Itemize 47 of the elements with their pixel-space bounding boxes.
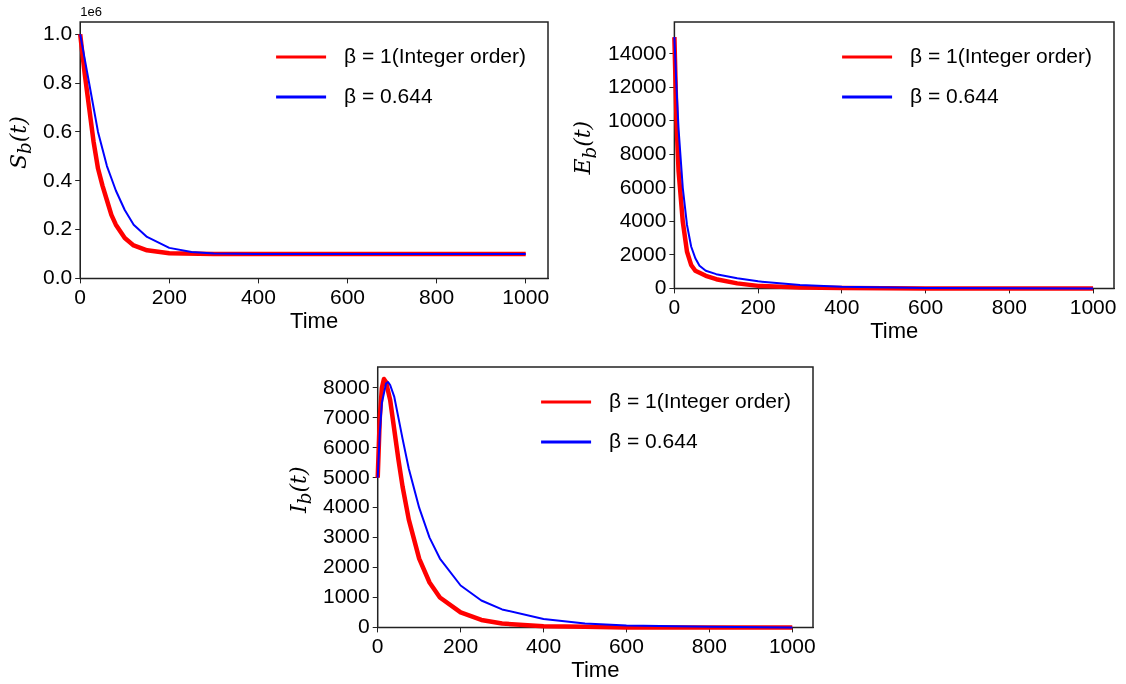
x-tick-label: 800: [991, 294, 1027, 318]
y-tick-label: 5000: [323, 464, 370, 488]
legend-label: β = 0.644: [910, 83, 999, 107]
y-tick-label: 0.2: [42, 216, 73, 240]
y-tick-label: 4000: [323, 494, 370, 518]
y-tick-label: 4000: [619, 208, 667, 232]
y-tick-label: 1.0: [42, 21, 73, 45]
x-tick-label: 1000: [502, 284, 550, 308]
y-tick-label: 3000: [323, 524, 370, 548]
x-tick-label: 400: [526, 633, 562, 657]
x-tick-label: 200: [151, 284, 187, 308]
x-tick-label: 600: [908, 294, 944, 318]
y-tick-label: 1000: [323, 584, 370, 608]
x-tick-label: 400: [824, 294, 860, 318]
y-tick-label: 10000: [607, 107, 667, 131]
x-tick-label: 1000: [768, 633, 816, 657]
y-tick-label: 0.0: [42, 265, 73, 289]
y-tick-label: 0.4: [42, 167, 73, 191]
x-tick-label: 200: [443, 633, 479, 657]
text: 1e6: [80, 4, 102, 20]
x-tick-label: 600: [329, 284, 366, 308]
y-tick-label: 0.8: [42, 69, 73, 93]
x-tick-label: 1000: [1069, 294, 1117, 318]
x-axis-title: Time: [571, 656, 620, 682]
y-tick-label: 0: [358, 614, 370, 638]
y-tick-label: 7000: [323, 404, 370, 428]
y-tick-label: 6000: [619, 174, 667, 198]
y-tick-label: 8000: [323, 374, 370, 398]
y-tick-label: 0.6: [42, 118, 73, 142]
y-tick-label: 8000: [619, 141, 667, 165]
x-axis-title: Time: [870, 317, 919, 343]
legend-label: β = 0.644: [609, 428, 698, 452]
x-tick-label: 400: [240, 284, 276, 308]
legend-label: β = 1(Integer order): [910, 43, 1093, 67]
x-tick-label: 800: [419, 284, 455, 308]
legend-label: β = 1(Integer order): [344, 43, 527, 67]
y-tick-label: 2000: [619, 241, 667, 265]
x-tick-label: 600: [608, 633, 644, 657]
x-tick-label: 800: [691, 633, 727, 657]
legend-label: β = 1(Integer order): [609, 388, 792, 412]
legend-label: β = 0.644: [344, 83, 433, 107]
x-axis-title: Time: [290, 307, 339, 333]
y-tick-label: 6000: [323, 434, 370, 458]
y-tick-label: 2000: [323, 554, 370, 578]
y-tick-label: 12000: [607, 74, 667, 98]
x-tick-label: 200: [740, 294, 776, 318]
y-tick-label: 14000: [607, 40, 667, 64]
